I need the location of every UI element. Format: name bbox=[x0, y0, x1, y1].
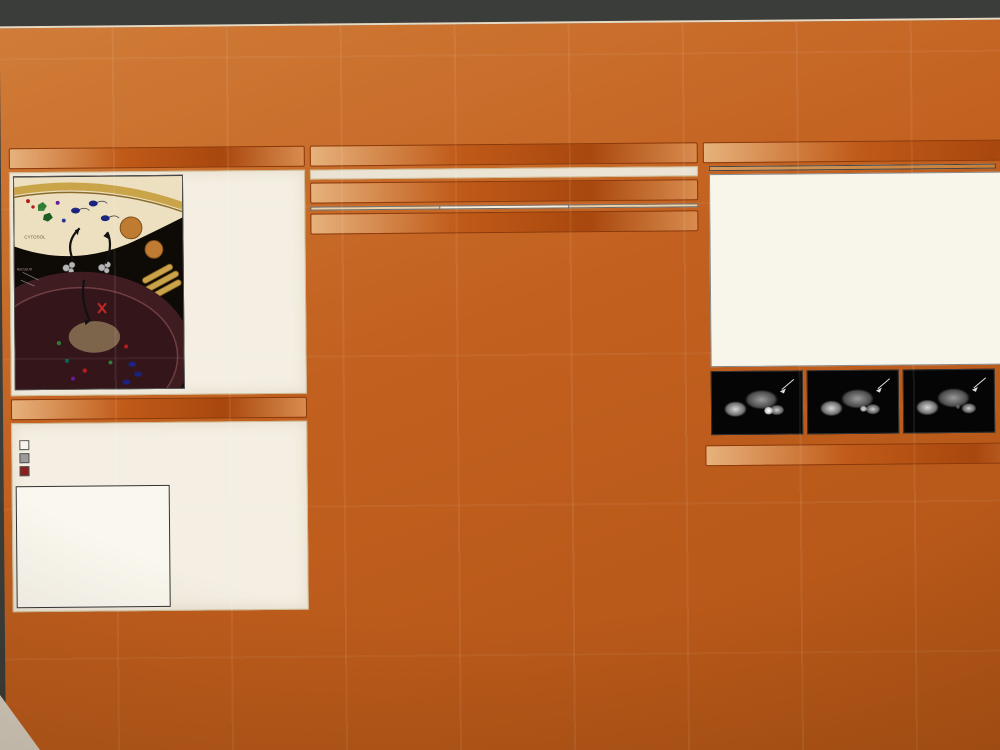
study-design-bullets bbox=[314, 172, 694, 175]
middle-column bbox=[309, 142, 699, 242]
safety-table bbox=[311, 234, 699, 237]
section-header-preclinical bbox=[10, 396, 308, 421]
title-line-2 bbox=[40, 25, 1000, 36]
column-header bbox=[568, 203, 698, 208]
text-b bbox=[175, 490, 304, 491]
masthead bbox=[0, 19, 1000, 147]
section-header-efficacy bbox=[702, 138, 1000, 164]
mechanism-diagram-image: CYTOSOL bbox=[0, 174, 192, 434]
pet-figure-baseline bbox=[710, 369, 804, 435]
mechanism-panel: CYTOSOL bbox=[0, 169, 307, 434]
title-line-3 bbox=[40, 25, 1000, 36]
figure-label-b bbox=[704, 174, 706, 367]
pet-figure-cycle3 bbox=[806, 368, 900, 434]
legend-swatch-white bbox=[19, 440, 30, 451]
figure-label-d bbox=[706, 370, 707, 435]
arrow-annotation-icon bbox=[779, 378, 795, 394]
efficacy-table bbox=[708, 163, 996, 171]
pie-legend bbox=[19, 438, 32, 479]
study-design-panel bbox=[309, 166, 698, 180]
mechanism-bullets bbox=[187, 177, 193, 387]
pet-figure-cycle13 bbox=[902, 367, 996, 433]
patient-characteristics-table bbox=[310, 203, 698, 211]
legend-swatch-red bbox=[19, 466, 30, 477]
pet-ct-figures bbox=[710, 367, 996, 435]
cytosol-label: CYTOSOL bbox=[24, 234, 46, 239]
title-line-1 bbox=[40, 25, 1000, 36]
related-ae-paragraph bbox=[311, 239, 699, 242]
left-column: CYTOSOL bbox=[0, 145, 309, 613]
xenograft-title bbox=[20, 481, 304, 483]
tiny-label: NUCLEUS bbox=[17, 267, 32, 271]
preclinical-panel bbox=[11, 420, 309, 613]
section-header-mechanism bbox=[8, 145, 305, 170]
efficacy-caption bbox=[709, 164, 996, 171]
pet-image bbox=[710, 369, 804, 435]
pet-image bbox=[806, 369, 900, 434]
section-header-safety bbox=[310, 210, 699, 235]
column-header bbox=[310, 206, 440, 211]
poster-title bbox=[0, 17, 1000, 36]
section-header-study-design bbox=[309, 142, 698, 167]
table-caption-row bbox=[709, 164, 996, 171]
summary-bullets bbox=[706, 467, 1000, 470]
legend-swatch-gray bbox=[19, 453, 30, 464]
swimmer-plot bbox=[708, 171, 1000, 367]
text-a bbox=[175, 484, 304, 485]
cell-diagram: CYTOSOL bbox=[0, 176, 192, 434]
table-header-row bbox=[310, 203, 698, 211]
arrow-annotation-icon bbox=[875, 377, 891, 393]
arrow-annotation-icon bbox=[971, 376, 987, 392]
section-header-patient-characteristics bbox=[310, 179, 699, 204]
poster: CYTOSOL bbox=[0, 16, 1000, 750]
xenograft-chart bbox=[15, 484, 171, 609]
case-description-text bbox=[705, 436, 1000, 439]
right-column bbox=[702, 138, 1000, 473]
preclinical-text bbox=[175, 484, 305, 607]
pet-image bbox=[902, 368, 996, 433]
section-header-summary bbox=[705, 441, 1000, 466]
column-header bbox=[439, 204, 569, 210]
